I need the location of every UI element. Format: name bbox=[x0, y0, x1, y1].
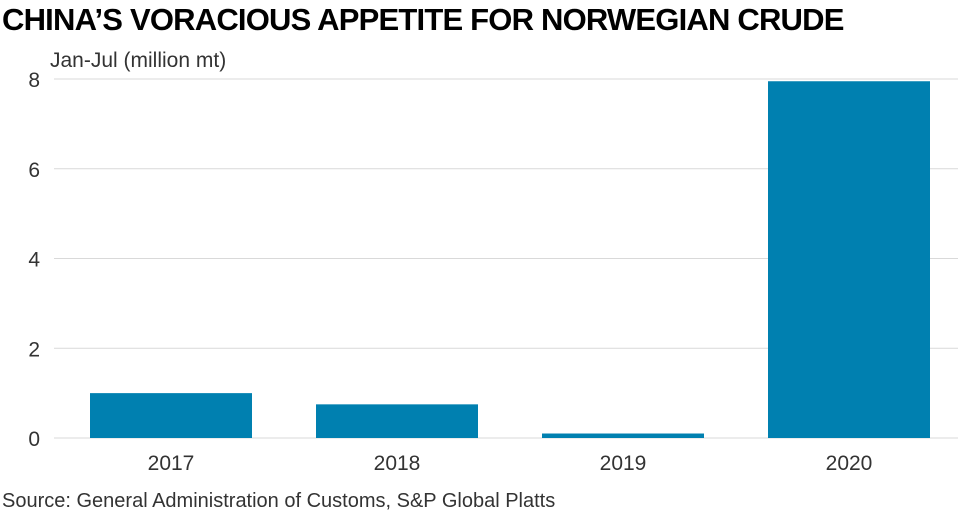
bar-2019 bbox=[542, 433, 704, 438]
x-tick-label-2020: 2020 bbox=[826, 452, 873, 475]
y-tick-label: 8 bbox=[28, 69, 40, 92]
x-tick-label-2018: 2018 bbox=[374, 452, 421, 475]
y-axis-label: Jan-Jul (million mt) bbox=[50, 49, 227, 72]
x-tick-label-2019: 2019 bbox=[600, 452, 647, 475]
y-tick-label: 6 bbox=[28, 159, 40, 182]
y-tick-label: 4 bbox=[28, 249, 40, 272]
bar-2017 bbox=[90, 393, 252, 438]
chart-title: CHINA’S VORACIOUS APPETITE FOR NORWEGIAN… bbox=[2, 2, 844, 37]
bar-2018 bbox=[316, 404, 478, 438]
bars bbox=[90, 81, 930, 439]
y-tick-label: 2 bbox=[28, 338, 40, 361]
bar-2020 bbox=[768, 81, 930, 439]
x-tick-labels: 2017 2018 2019 2020 bbox=[148, 452, 873, 475]
x-tick-label-2017: 2017 bbox=[148, 452, 195, 475]
source-note: Source: General Administration of Custom… bbox=[2, 490, 556, 512]
y-tick-label: 0 bbox=[28, 428, 40, 451]
y-tick-labels: 0 2 4 6 8 bbox=[28, 69, 40, 451]
